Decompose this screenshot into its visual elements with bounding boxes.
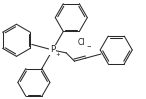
Text: Cl: Cl [78,38,86,47]
Text: +: + [55,52,60,57]
Text: −: − [86,44,91,49]
Text: P: P [50,45,55,54]
